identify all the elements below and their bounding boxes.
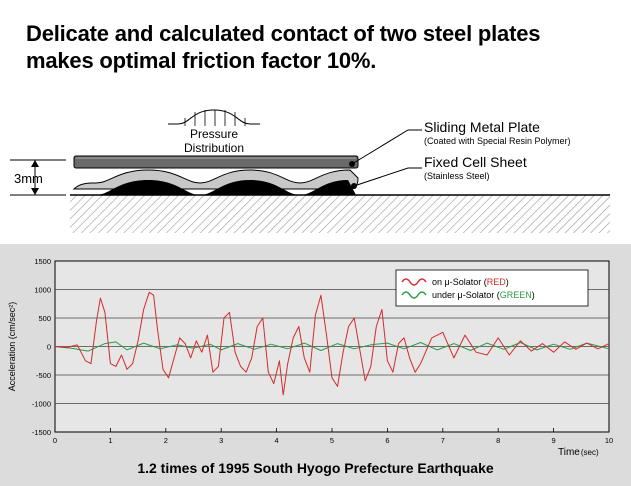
cell-black-1 — [96, 180, 200, 195]
pressure-arrows — [184, 110, 246, 126]
fixed-sheet-leader — [353, 167, 422, 187]
y-tick-label: 1000 — [34, 286, 51, 295]
thickness-arrow-top — [31, 160, 39, 167]
x-tick-label: 3 — [219, 436, 223, 445]
x-tick-label: 0 — [53, 436, 57, 445]
y-tick-label: 500 — [38, 314, 51, 323]
chart-panel: -1500 -1000 -500 0 500 1000 1500 0 1 2 3 4 5 6 7 8 9 10 Ac… — [0, 244, 631, 486]
pressure-label-line-2: Distribution — [184, 141, 244, 155]
y-tick-label: -1500 — [32, 428, 51, 437]
x-tick-label: 5 — [330, 436, 334, 445]
legend-label-0: on μ-Solator (RED) — [432, 277, 509, 287]
headline-line-2: makes optimal friction factor 10%. — [26, 48, 377, 73]
thickness-arrow-bottom — [31, 188, 39, 195]
x-tick-label: 8 — [496, 436, 500, 445]
cell-black-2 — [200, 180, 300, 195]
headline: Delicate and calculated contact of two s… — [26, 20, 540, 74]
x-tick-label: 10 — [605, 436, 613, 445]
pressure-distribution-curve — [168, 109, 260, 125]
sliding-plate-title: Sliding Metal Plate — [424, 119, 540, 135]
x-tick-label: 7 — [441, 436, 445, 445]
thickness-label: 3mm — [14, 171, 43, 186]
fixed-sheet-title: Fixed Cell Sheet — [424, 154, 527, 170]
y-tick-label: 0 — [47, 343, 51, 352]
acceleration-chart: -1500 -1000 -500 0 500 1000 1500 0 1 2 3 4 5 6 7 8 9 10 Ac… — [7, 257, 613, 458]
pressure-label-line-1: Pressure — [190, 127, 238, 141]
x-tick-label: 1 — [108, 436, 112, 445]
series-line-0 — [54, 291, 610, 396]
legend-label-1: under μ-Solator (GREEN) — [432, 290, 535, 300]
y-tick-label: 1500 — [34, 257, 51, 266]
fixed-cell-sheet — [72, 169, 359, 190]
x-tick-label: 2 — [164, 436, 168, 445]
chart-caption: 1.2 times of 1995 South Hyogo Prefecture… — [137, 460, 494, 476]
x-tick-label: 9 — [552, 436, 556, 445]
y-tick-label: -1000 — [32, 400, 51, 409]
cell-black-3 — [300, 180, 356, 195]
legend-swatch-1 — [401, 291, 427, 299]
x-axis-label: Time(sec) — [558, 447, 599, 458]
series-line-1 — [54, 341, 610, 352]
x-tick-label: 4 — [275, 436, 279, 445]
legend-swatch-0 — [401, 278, 427, 286]
x-tick-label: 6 — [385, 436, 389, 445]
headline-line-1: Delicate and calculated contact of two s… — [26, 21, 541, 46]
fixed-sheet-note: (Stainless Steel) — [424, 171, 490, 181]
sliding-plate-leader — [351, 129, 422, 165]
y-axis-label: Acceleration (cm/sec²) — [7, 302, 17, 392]
legend-box — [395, 269, 589, 307]
isolator-cross-section-diagram: Pressure Distribution Sliding Metal Plat… — [10, 109, 610, 233]
y-tick-label: -500 — [36, 371, 51, 380]
sliding-plate-note: (Coated with Special Resin Polymer) — [424, 136, 571, 146]
ground-hatch — [70, 195, 610, 233]
sliding-metal-plate — [73, 155, 359, 169]
